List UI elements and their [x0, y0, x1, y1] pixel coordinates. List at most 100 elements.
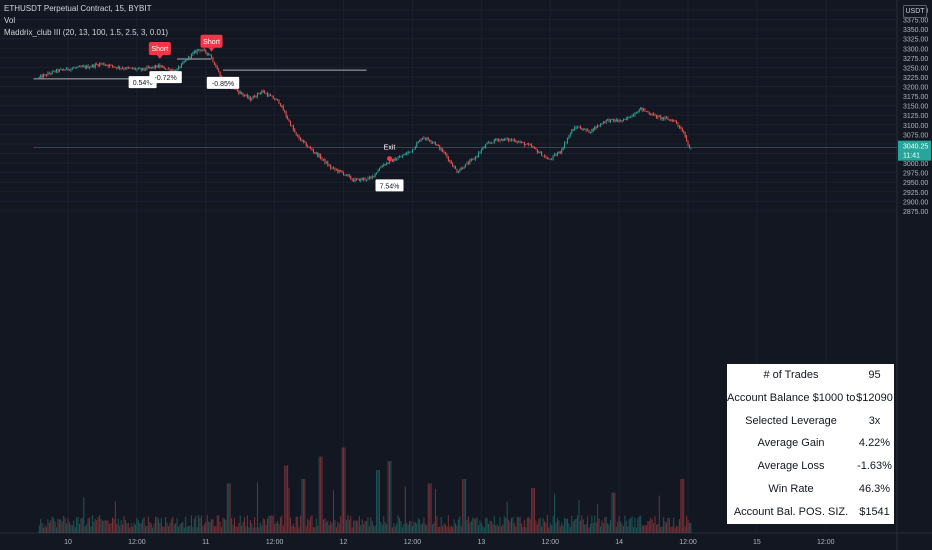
candle-body [373, 176, 375, 177]
candle-body [195, 51, 197, 53]
candle-body [80, 66, 82, 68]
volume-bar [388, 461, 390, 533]
volume-bar [268, 515, 270, 533]
volume-bar [521, 523, 523, 533]
volume-bar [475, 518, 477, 533]
volume-bar [671, 526, 673, 533]
volume-bar [427, 483, 429, 533]
candle-body [397, 157, 399, 160]
volume-bar [147, 516, 149, 533]
volume-bar [686, 515, 688, 533]
candle-body [545, 156, 547, 159]
volume-bar [162, 526, 164, 533]
volume-bar [417, 518, 419, 533]
candle-body [40, 75, 42, 78]
candle-body [658, 115, 660, 117]
candle-body [57, 69, 59, 72]
y-tick-label: 3175.00 [903, 94, 928, 101]
trade-signals: Short Short Exit 0.54%-0.72% -0.85% 7.54% [128, 34, 404, 192]
volume-bar [288, 487, 290, 533]
candle-body [684, 133, 686, 137]
candle-body [264, 91, 266, 94]
volume-bar [231, 518, 233, 533]
volume-bar [684, 526, 686, 533]
candle-body [522, 141, 524, 143]
volume-bar [657, 524, 659, 533]
candle-body [315, 152, 317, 154]
candle-body [627, 116, 629, 119]
volume-bar [531, 488, 533, 533]
volume-bar [620, 521, 622, 533]
volume-bar [462, 479, 464, 533]
candle-body [599, 123, 601, 126]
candle-body [523, 142, 525, 146]
volume-bar [143, 517, 145, 533]
volume-bar [114, 501, 116, 533]
volume-bar [556, 517, 558, 533]
candle-body [635, 113, 637, 114]
trade-pnl-box [375, 179, 404, 192]
candle-body [462, 167, 464, 169]
candle-body [186, 59, 188, 61]
candle-body [330, 165, 332, 169]
candle-body [167, 68, 169, 70]
volume-bar [592, 522, 594, 533]
volume-bar [285, 465, 287, 533]
volume-bar [123, 516, 125, 533]
candle-body [602, 122, 604, 125]
volume-bar [555, 522, 557, 533]
candle-body [386, 162, 388, 165]
volume-bar [584, 524, 586, 533]
volume-bar [77, 516, 79, 533]
candle-body [142, 67, 144, 70]
stat-value: 46.3% [858, 483, 891, 495]
volume-bar [54, 521, 56, 533]
candle-body [486, 142, 488, 145]
candle-body [423, 137, 425, 139]
x-tick-label: 14 [615, 539, 623, 546]
candle-body [47, 72, 49, 76]
volume-bar [627, 526, 629, 533]
volume-bar [410, 521, 412, 533]
volume-bar [383, 516, 385, 533]
y-tick-label: 2975.00 [903, 171, 928, 178]
stat-value: -1.63% [857, 460, 892, 473]
candle-body [643, 109, 645, 111]
candle-body [354, 178, 356, 182]
candle-body [157, 65, 159, 68]
candle-body [617, 119, 619, 121]
candle-body [663, 117, 665, 119]
candle-body [624, 118, 626, 120]
volume-bar [269, 515, 271, 533]
volume-bar [637, 518, 639, 533]
candle-body [674, 120, 676, 122]
trade-pnl-label: -0.72% [155, 75, 177, 82]
volume-bar [122, 524, 124, 533]
candle-body [601, 123, 603, 125]
volume-bar [284, 465, 286, 533]
candle-body [287, 116, 289, 120]
volume-bar [587, 516, 589, 533]
volume-bar [324, 518, 326, 533]
stats-row: Account Balance $1000 to $12090 [727, 387, 894, 410]
volume-bar [512, 517, 514, 533]
candle-body [508, 138, 510, 141]
volume-bar [440, 516, 442, 533]
candle-body [156, 65, 158, 68]
currency-button[interactable]: USDT [903, 5, 927, 18]
volume-bar [459, 516, 461, 533]
candle-body [575, 127, 577, 129]
candle-body [241, 92, 243, 94]
volume-bar [561, 522, 563, 533]
candle-body [48, 72, 50, 74]
volume-bar [665, 522, 668, 533]
candle-body [358, 178, 360, 181]
candle-body [199, 49, 201, 51]
candle-body [153, 66, 155, 68]
volume-bar [653, 522, 655, 533]
volume-bar [156, 517, 158, 533]
volume-bar [205, 522, 207, 533]
volume-bar [361, 519, 363, 533]
candle-body [249, 96, 251, 101]
